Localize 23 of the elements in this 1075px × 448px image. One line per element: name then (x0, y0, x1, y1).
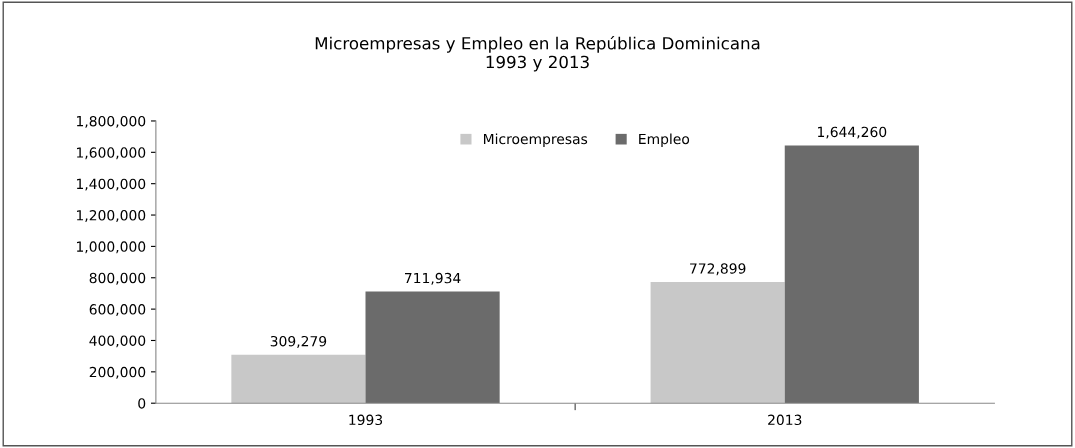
bar (231, 354, 366, 404)
y-tick-label: 200,000 (89, 366, 146, 379)
x-tick-label: 1993 (349, 414, 383, 426)
y-tick-label: 400,000 (89, 335, 146, 348)
y-tick-label: 1,800,000 (76, 115, 146, 128)
legend-label: Microempresas (483, 133, 588, 147)
y-tick-label: 1,200,000 (76, 210, 146, 222)
y-tick-label: 1,600,000 (76, 147, 146, 160)
bar (650, 282, 785, 404)
data-label: 711,934 (405, 272, 461, 285)
data-label: 309,279 (270, 335, 327, 348)
chart-title: Microempresas y Empleo en la República Dominicana 1993 y 2013 (315, 36, 760, 72)
y-tick-label: 1,000,000 (76, 241, 146, 254)
data-label: 1,644,260 (818, 126, 887, 139)
bar (365, 291, 500, 404)
y-tick-label: 800,000 (89, 272, 146, 285)
legend-label: Empleo (639, 133, 690, 147)
y-tick-label: 600,000 (89, 304, 146, 317)
y-tick-label: 1,400,000 (76, 178, 146, 191)
bar (784, 145, 919, 404)
data-label: 772,899 (690, 263, 746, 276)
x-tick-label: 2013 (768, 414, 802, 426)
y-tick-label: 0 (138, 398, 146, 409)
